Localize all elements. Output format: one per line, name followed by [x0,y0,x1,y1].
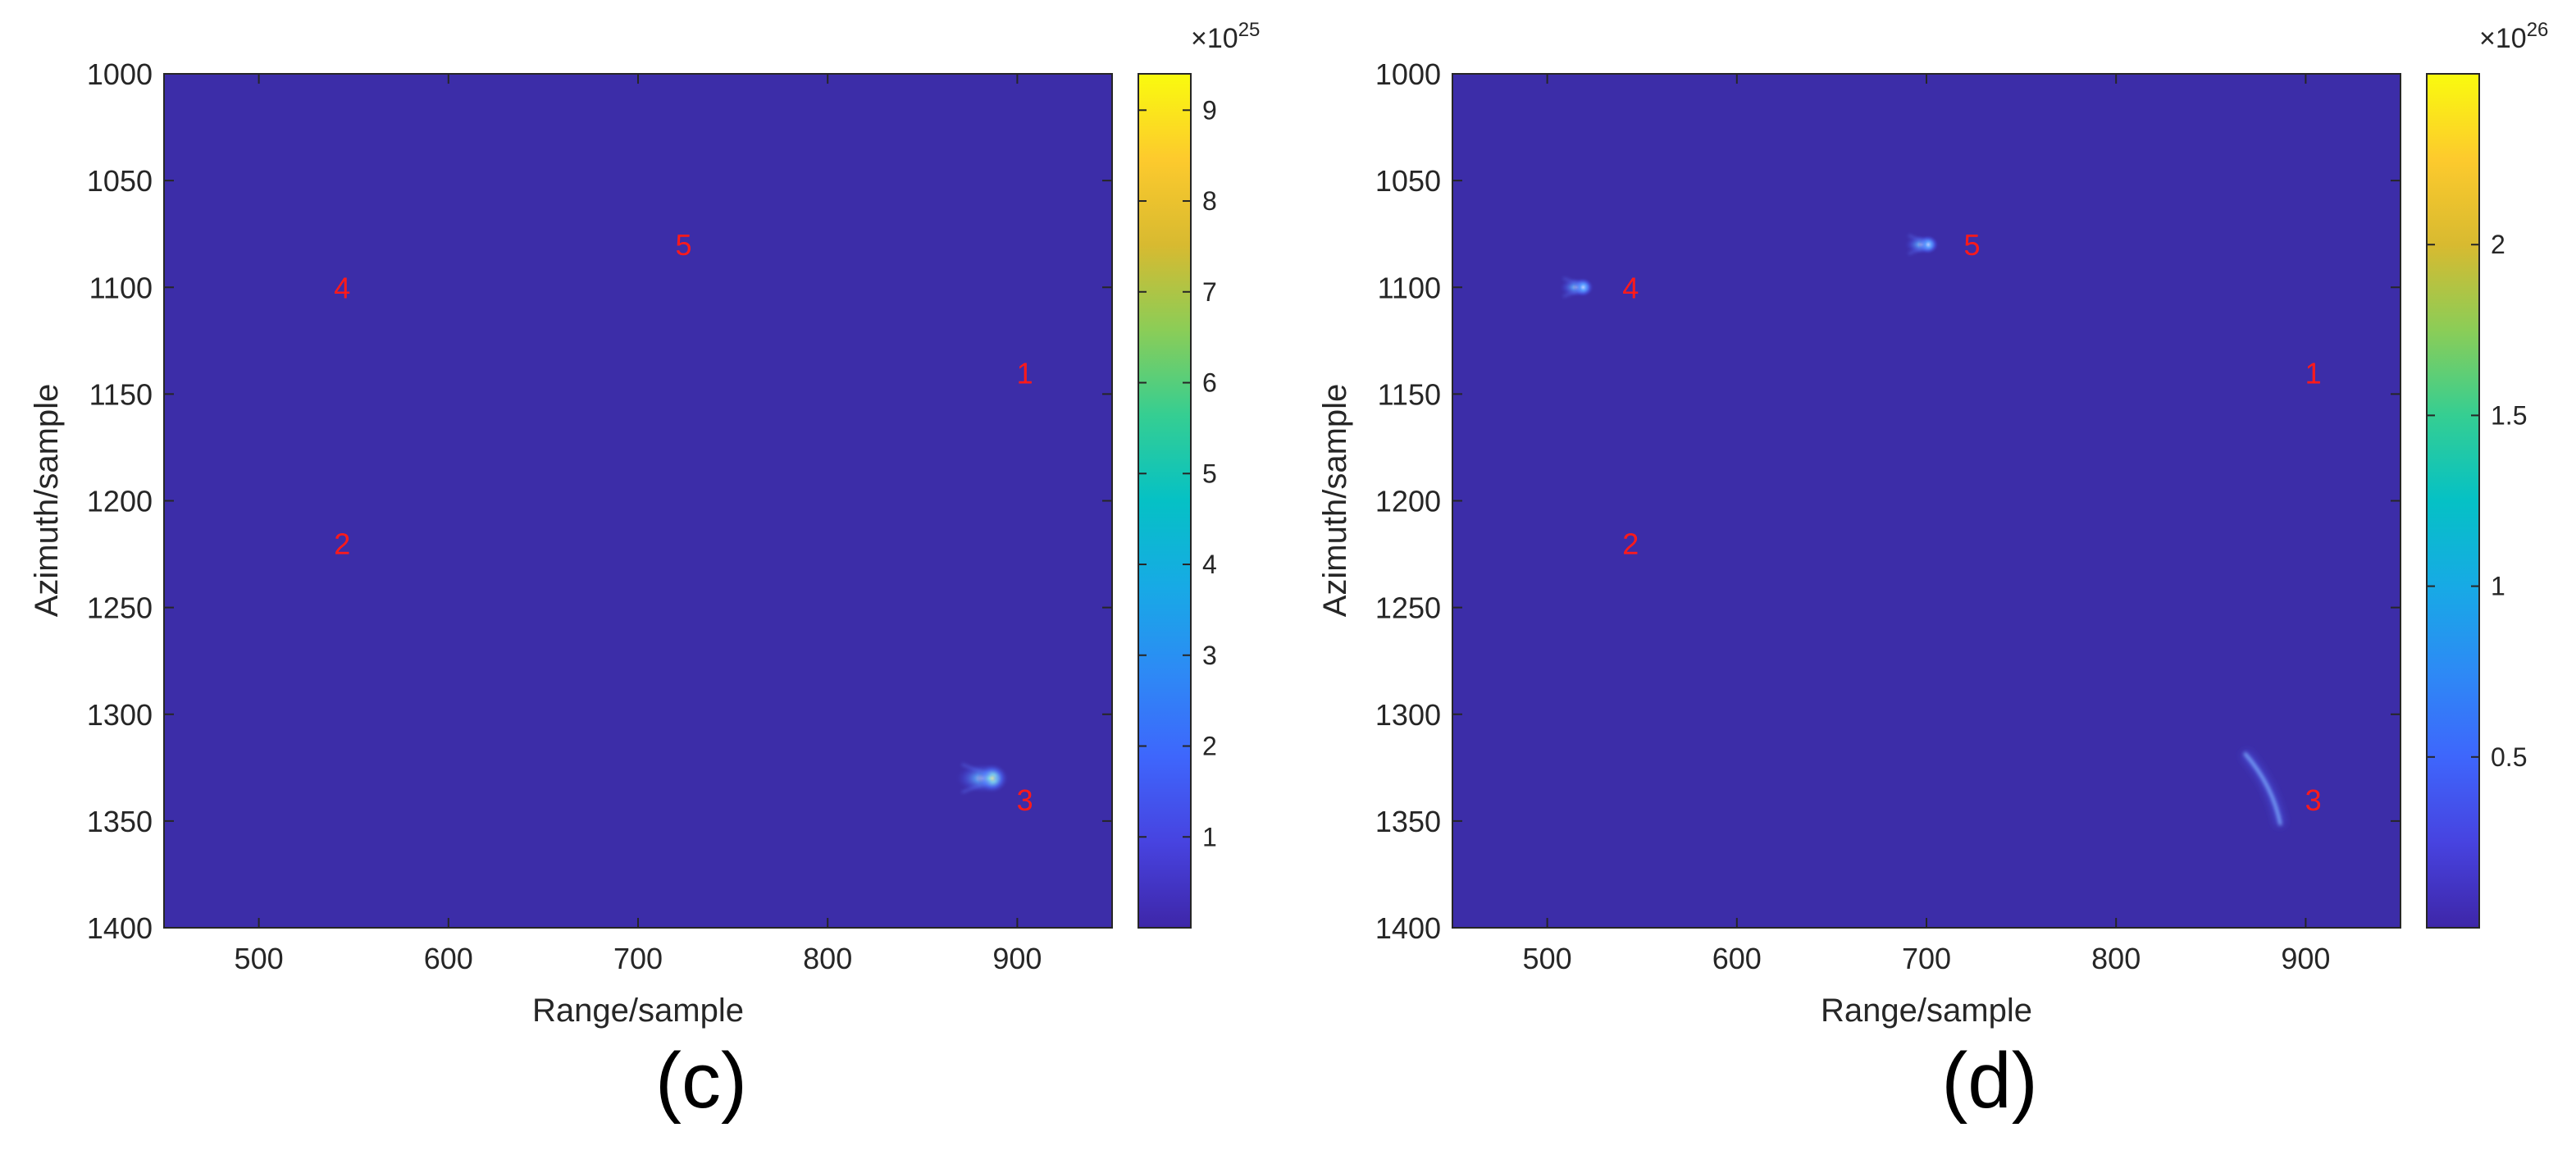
y-tick-label: 1350 [87,805,153,838]
y-tick-label: 1000 [87,57,153,91]
target-label-4: 4 [334,271,350,304]
target-3-tail [2241,750,2285,826]
target-4-point [1558,277,1595,298]
x-ticks: 500 600 700 800 900 [1523,74,2330,975]
colorbar-tick-label: 9 [1202,95,1217,125]
y-tick-label: 1200 [1375,485,1441,518]
y-tick-label: 1200 [87,485,153,518]
colorbar-tick-label: 5 [1202,459,1217,488]
y-tick-label: 1400 [1375,911,1441,945]
colorbar [2426,73,2480,929]
colorbar-tick-label: 2 [1202,732,1217,761]
y-ticks: 1000 1050 1100 1150 1200 1250 1300 1350 1400 [1375,57,2400,945]
colorbar-ticks: 0.5 1 1.5 2 [2427,230,2527,772]
y-axis-label: Azimuth/sample [29,384,65,618]
panel-label: (c) [655,1037,747,1125]
y-tick-label: 1350 [1375,805,1441,838]
target-label-3: 3 [1017,783,1033,817]
target-label-2: 2 [334,527,350,561]
y-tick-label: 1100 [89,271,153,304]
target-label-5: 5 [675,228,691,262]
x-tick-label: 600 [1712,942,1762,975]
x-axis-label: Range/sample [1821,993,2032,1029]
target-label-2: 2 [1622,527,1639,561]
y-axis-label: Azimuth/sample [1317,384,1353,618]
y-tick-label: 1100 [1378,271,1441,304]
y-tick-label: 1250 [1375,591,1441,625]
colorbar-exponent: ×1025 [1191,19,1260,54]
target-label-5: 5 [1963,228,1980,262]
colorbar-tick-label: 6 [1202,368,1217,398]
heatmap-marks [1558,234,2285,826]
target-label-4: 4 [1622,271,1639,304]
plot-background [163,73,1113,929]
x-ticks: 500 600 700 800 900 [235,74,1042,975]
colorbar-tick-label: 1 [2491,572,2505,601]
colorbar-tick-label: 2 [2491,230,2505,259]
y-tick-label: 1150 [89,377,153,411]
y-tick-label: 1000 [1375,57,1441,91]
y-tick-label: 1300 [1375,698,1441,732]
target-labels: 1 2 3 4 5 [1622,228,2321,817]
colorbar-tick-label: 8 [1202,186,1217,216]
x-tick-label: 800 [2091,942,2141,975]
colorbar-tick-label: 1 [1202,822,1217,851]
x-tick-label: 700 [613,942,663,975]
plot-background [1452,73,2401,929]
panel-label: (d) [1941,1037,2037,1125]
y-tick-label: 1300 [87,698,153,732]
target-label-3: 3 [2305,783,2322,817]
colorbar-exponent: ×1026 [2479,19,2548,54]
y-ticks: 1000 1050 1100 1150 1200 1250 1300 1350 1400 [87,57,1112,945]
x-tick-label: 500 [1523,942,1572,975]
colorbar [1138,73,1192,929]
target-5-point [1904,235,1940,255]
colorbar-tick-label: 4 [1202,550,1217,579]
x-axis-label: Range/sample [532,993,744,1029]
colorbar-ticks: 1 2 3 4 5 6 7 8 9 [1138,95,1217,851]
x-tick-label: 500 [235,942,284,975]
target-label-1: 1 [2305,356,2322,390]
target-3-point [955,763,1011,794]
colorbar-tick-label: 3 [1202,641,1217,670]
x-tick-label: 900 [2281,942,2330,975]
x-tick-label: 800 [803,942,852,975]
x-tick-label: 900 [992,942,1042,975]
y-tick-label: 1050 [87,164,153,198]
colorbar-tick-label: 7 [1202,277,1217,307]
heatmap-marks [299,185,1011,794]
target-label-1: 1 [1017,356,1033,390]
y-tick-label: 1150 [1378,377,1441,411]
target-labels: 1 2 3 4 5 [334,228,1033,817]
y-tick-label: 1400 [87,911,153,945]
x-tick-label: 600 [424,942,473,975]
x-tick-label: 700 [1902,942,1951,975]
colorbar-tick-label: 1.5 [2491,400,2527,430]
colorbar-tick-label: 0.5 [2491,742,2527,772]
y-tick-label: 1050 [1375,164,1441,198]
y-tick-label: 1250 [87,591,153,625]
